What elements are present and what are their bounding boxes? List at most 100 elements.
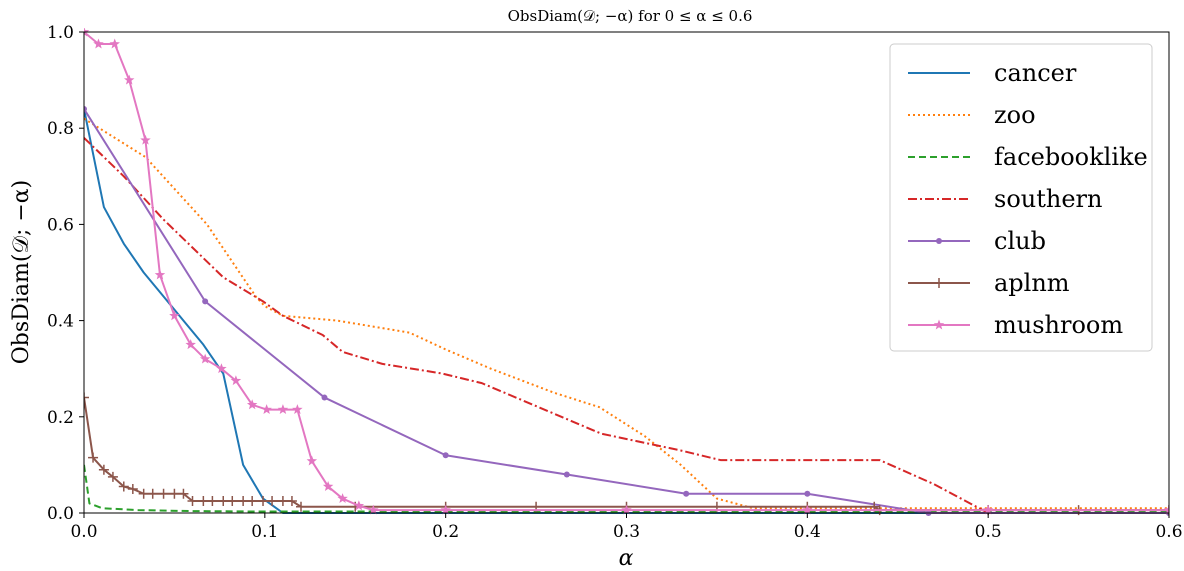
data-point-mushroom [277, 404, 289, 415]
x-tick-label: 0.4 [794, 522, 821, 542]
legend-label: aplnm [994, 269, 1070, 297]
data-point-mushroom [306, 455, 318, 466]
data-point-mushroom [230, 375, 242, 386]
x-tick-label: 0.3 [613, 522, 640, 542]
data-point-mushroom [123, 74, 135, 85]
legend-marker [933, 319, 945, 330]
x-axis-label: α [619, 546, 634, 571]
data-point-club [321, 394, 328, 401]
data-point-aplnm [169, 488, 180, 499]
series-aplnm [84, 392, 1169, 516]
data-point-aplnm [178, 488, 189, 499]
x-tick-label: 0.2 [432, 522, 459, 542]
legend-label: facebooklike [994, 143, 1148, 171]
data-point-aplnm [277, 495, 288, 506]
legend-label: zoo [994, 101, 1036, 129]
data-point-aplnm [147, 488, 158, 499]
legend-box [889, 43, 1153, 352]
x-tick-label: 0.0 [70, 522, 97, 542]
data-point-aplnm [296, 501, 306, 512]
data-point-mushroom [185, 339, 196, 350]
chart-title: ObsDiam(𝒟; −α) for 0 ≤ α ≤ 0.6 [508, 7, 753, 25]
y-axis-label: ObsDiam(𝒟; −α) [9, 180, 34, 364]
data-point-mushroom [140, 134, 151, 145]
data-point-club [84, 105, 87, 112]
data-point-mushroom [982, 504, 994, 515]
x-axis: 0.0 0.1 0.2 0.3 0.4 0.5 0.6 [70, 513, 1183, 542]
data-point-aplnm [158, 488, 169, 499]
series-line-aplnm [84, 397, 1169, 512]
legend-item-southern: southern [908, 185, 1102, 213]
data-point-aplnm [258, 495, 269, 506]
y-axis: 0.0 0.2 0.4 0.6 0.8 1.0 [47, 23, 84, 524]
legend-item-club: club [908, 227, 1046, 255]
data-point-aplnm [127, 483, 138, 494]
data-point-aplnm [88, 452, 99, 463]
data-point-mushroom [93, 38, 104, 49]
y-tick-label: 1.0 [47, 23, 74, 43]
data-point-aplnm [84, 392, 89, 403]
data-point-mushroom [109, 38, 120, 49]
legend-label: mushroom [994, 311, 1123, 339]
series-line-facebooklike [84, 464, 1169, 513]
x-tick-label: 0.1 [251, 522, 278, 542]
data-point-club [563, 471, 570, 478]
data-point-club [804, 490, 811, 497]
data-point-aplnm [247, 495, 258, 506]
data-point-aplnm [238, 495, 249, 506]
y-tick-label: 0.0 [47, 504, 74, 524]
data-point-mushroom [337, 493, 348, 504]
data-point-mushroom [440, 504, 451, 515]
data-point-aplnm [227, 495, 238, 506]
data-point-club [683, 490, 690, 497]
series-club [84, 105, 1169, 516]
data-point-aplnm [118, 481, 129, 492]
data-point-mushroom [292, 404, 303, 415]
series-facebooklike [84, 464, 1169, 513]
data-point-club [442, 452, 449, 459]
y-tick-label: 0.8 [47, 119, 74, 139]
data-point-aplnm [187, 495, 198, 506]
y-tick-label: 0.4 [47, 312, 74, 332]
data-point-club [202, 298, 209, 305]
y-tick-label: 0.6 [47, 215, 74, 235]
legend-marker [934, 278, 944, 288]
data-point-aplnm [198, 495, 209, 506]
series-line-southern [84, 137, 1169, 514]
data-point-aplnm [207, 495, 218, 506]
data-point-aplnm [286, 495, 297, 506]
data-point-aplnm [138, 488, 149, 499]
data-point-aplnm [107, 471, 118, 482]
x-tick-label: 0.6 [1155, 522, 1182, 542]
data-point-mushroom [1163, 504, 1169, 515]
data-point-mushroom [802, 504, 813, 515]
data-point-mushroom [246, 399, 258, 410]
series-southern [84, 137, 1169, 514]
legend-label: southern [994, 185, 1102, 213]
data-point-mushroom [353, 500, 365, 511]
legend-item-facebooklike: facebooklike [908, 143, 1148, 171]
series-zoo [84, 117, 1169, 510]
plot-area [84, 28, 1169, 516]
legend-item-zoo: zoo [908, 101, 1036, 129]
legend-label: cancer [994, 59, 1077, 87]
data-point-mushroom [169, 310, 180, 321]
series-mushroom [84, 28, 1169, 515]
legend-item-aplnm: aplnm [908, 269, 1070, 297]
data-point-mushroom [154, 269, 166, 280]
x-tick-label: 0.5 [975, 522, 1002, 542]
legend-marker [936, 238, 942, 244]
data-point-aplnm [218, 495, 229, 506]
data-point-mushroom [322, 481, 334, 491]
data-point-mushroom [216, 363, 227, 374]
legend-label: club [994, 227, 1046, 255]
data-point-aplnm [98, 464, 109, 475]
data-point-mushroom [368, 504, 379, 515]
data-point-mushroom [261, 404, 272, 415]
series-line-zoo [84, 117, 1169, 510]
data-point-mushroom [621, 504, 632, 515]
y-tick-label: 0.2 [47, 408, 74, 428]
legend-item-cancer: cancer [908, 59, 1077, 87]
data-point-mushroom [199, 353, 211, 364]
